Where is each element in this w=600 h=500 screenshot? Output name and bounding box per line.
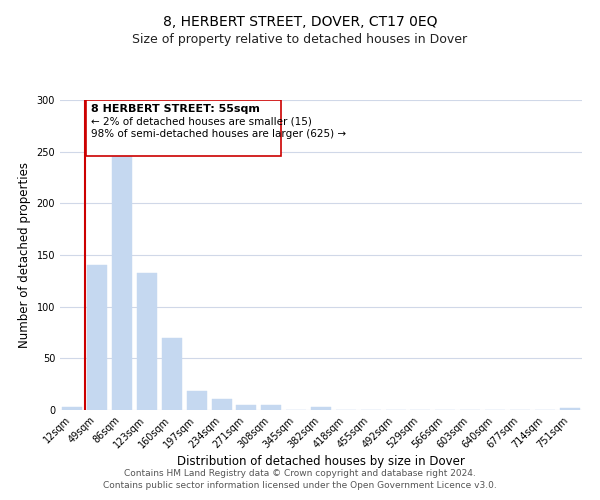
Text: 8, HERBERT STREET, DOVER, CT17 0EQ: 8, HERBERT STREET, DOVER, CT17 0EQ (163, 15, 437, 29)
Text: ← 2% of detached houses are smaller (15): ← 2% of detached houses are smaller (15) (91, 116, 312, 126)
Bar (187, 392, 206, 410)
Bar (88, 266, 107, 410)
Bar (236, 405, 256, 410)
Y-axis label: Number of detached properties: Number of detached properties (18, 162, 31, 348)
FancyBboxPatch shape (86, 100, 281, 156)
Bar (560, 408, 580, 410)
Bar (62, 407, 82, 410)
Bar (262, 405, 281, 410)
Text: 8 HERBERT STREET: 55sqm: 8 HERBERT STREET: 55sqm (91, 104, 260, 114)
Text: Contains HM Land Registry data © Crown copyright and database right 2024.: Contains HM Land Registry data © Crown c… (124, 468, 476, 477)
Text: Size of property relative to detached houses in Dover: Size of property relative to detached ho… (133, 32, 467, 46)
Bar (137, 272, 157, 410)
X-axis label: Distribution of detached houses by size in Dover: Distribution of detached houses by size … (177, 456, 465, 468)
Text: Contains public sector information licensed under the Open Government Licence v3: Contains public sector information licen… (103, 481, 497, 490)
Bar (162, 338, 182, 410)
Text: 98% of semi-detached houses are larger (625) →: 98% of semi-detached houses are larger (… (91, 129, 346, 139)
Bar (311, 407, 331, 410)
Bar (112, 150, 132, 410)
Bar (212, 398, 232, 410)
